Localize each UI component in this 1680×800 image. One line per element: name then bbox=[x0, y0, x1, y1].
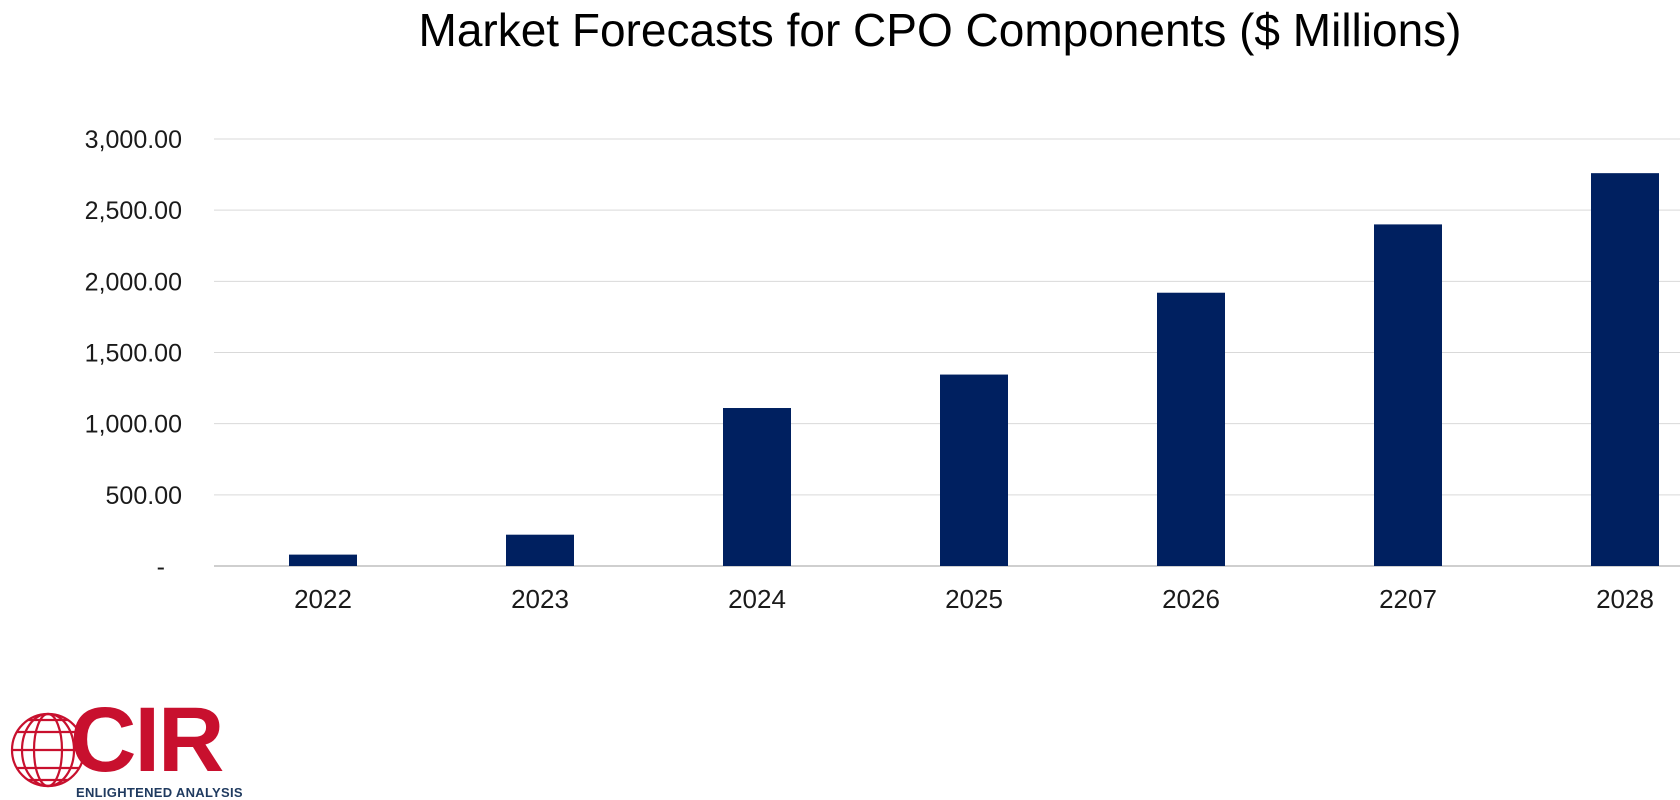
x-tick-label: 2024 bbox=[728, 584, 786, 614]
bar-2024 bbox=[723, 408, 791, 566]
y-tick-label: - bbox=[157, 553, 165, 581]
y-tick-label: 2,500.00 bbox=[85, 197, 182, 225]
bar-chart: - 500.00 1,000.00 1,500.00 2,000.00 2,500.00 3… bbox=[85, 126, 1680, 614]
x-tick-label: 2022 bbox=[294, 584, 352, 614]
y-tick-label: 500.00 bbox=[106, 482, 182, 510]
x-tick-label: 2028 bbox=[1596, 584, 1654, 614]
y-tick-label: 1,500.00 bbox=[85, 340, 182, 368]
x-tick-label: 2023 bbox=[511, 584, 569, 614]
y-tick-label: 3,000.00 bbox=[85, 126, 182, 154]
cir-logo: CIR ENLIGHTENED ANALYSIS bbox=[8, 690, 258, 800]
y-tick-label: 2,000.00 bbox=[85, 268, 182, 296]
logo-tagline: ENLIGHTENED ANALYSIS bbox=[76, 785, 243, 800]
x-axis-tick-labels: 2022 2023 2024 2025 2026 2207 2028 bbox=[294, 584, 1654, 614]
x-tick-label: 2026 bbox=[1162, 584, 1220, 614]
bar-2025 bbox=[940, 374, 1008, 566]
globe-icon bbox=[10, 712, 86, 788]
bars bbox=[289, 173, 1659, 566]
bar-2023 bbox=[506, 534, 574, 566]
logo-letters: CIR bbox=[70, 689, 224, 791]
x-tick-label: 2207 bbox=[1379, 584, 1437, 614]
bar-2028 bbox=[1591, 173, 1659, 566]
bar-2022 bbox=[289, 554, 357, 566]
chart-title: Market Forecasts for CPO Components ($ M… bbox=[418, 4, 1462, 56]
bar-2026 bbox=[1157, 292, 1225, 566]
x-tick-label: 2025 bbox=[945, 584, 1003, 614]
y-tick-label: 1,000.00 bbox=[85, 411, 182, 439]
bar-2207 bbox=[1374, 224, 1442, 566]
y-axis-tick-labels: - 500.00 1,000.00 1,500.00 2,000.00 2,500.00 3… bbox=[85, 126, 182, 581]
